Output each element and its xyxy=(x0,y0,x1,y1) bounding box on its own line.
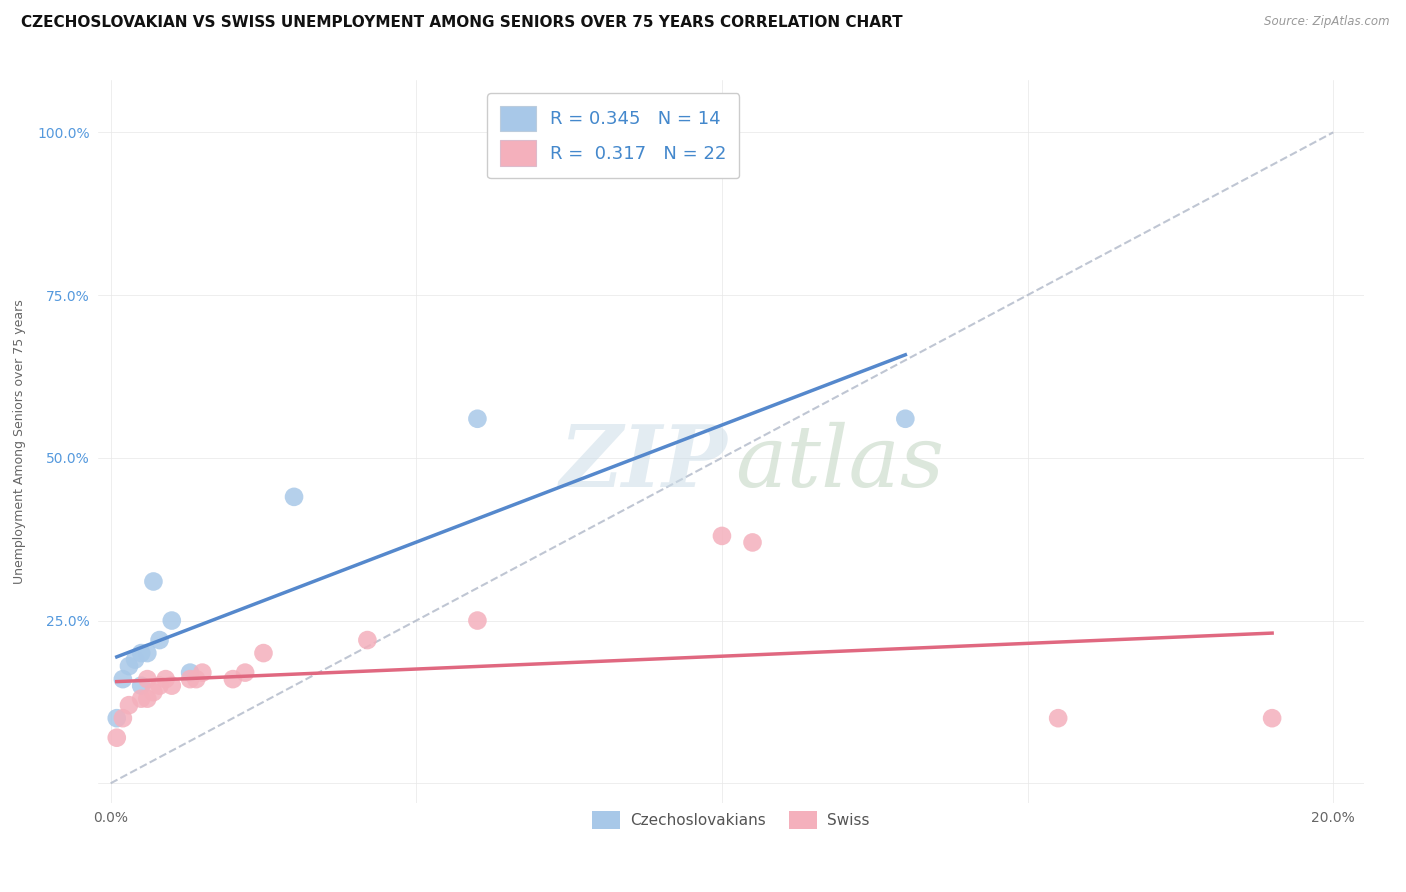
Point xyxy=(467,614,489,628)
Point xyxy=(111,711,134,725)
Point xyxy=(111,672,134,686)
Point xyxy=(1047,711,1070,725)
Point xyxy=(222,672,245,686)
Point xyxy=(129,646,152,660)
Text: ZIP: ZIP xyxy=(560,421,727,505)
Point xyxy=(118,659,141,673)
Point xyxy=(186,672,208,686)
Point xyxy=(283,490,305,504)
Point xyxy=(356,633,378,648)
Point xyxy=(155,672,177,686)
Point xyxy=(129,691,152,706)
Point xyxy=(467,411,489,425)
Point xyxy=(179,665,201,680)
Point xyxy=(160,614,183,628)
Point xyxy=(105,711,128,725)
Point xyxy=(252,646,274,660)
Point xyxy=(179,672,201,686)
Legend: Czechoslovakians, Swiss: Czechoslovakians, Swiss xyxy=(586,805,876,835)
Point xyxy=(894,411,917,425)
Text: CZECHOSLOVAKIAN VS SWISS UNEMPLOYMENT AMONG SENIORS OVER 75 YEARS CORRELATION CH: CZECHOSLOVAKIAN VS SWISS UNEMPLOYMENT AM… xyxy=(21,15,903,30)
Point xyxy=(142,685,165,699)
Point xyxy=(136,672,159,686)
Y-axis label: Unemployment Among Seniors over 75 years: Unemployment Among Seniors over 75 years xyxy=(13,299,27,584)
Text: Source: ZipAtlas.com: Source: ZipAtlas.com xyxy=(1264,15,1389,29)
Point xyxy=(142,574,165,589)
Point xyxy=(710,529,733,543)
Point xyxy=(118,698,141,713)
Point xyxy=(1261,711,1284,725)
Point xyxy=(148,679,170,693)
Point xyxy=(191,665,214,680)
Point xyxy=(105,731,128,745)
Point xyxy=(741,535,763,549)
Point xyxy=(124,652,146,666)
Point xyxy=(136,646,159,660)
Point xyxy=(148,633,170,648)
Point xyxy=(136,691,159,706)
Point xyxy=(233,665,256,680)
Text: atlas: atlas xyxy=(735,422,943,505)
Point xyxy=(129,679,152,693)
Point xyxy=(160,679,183,693)
